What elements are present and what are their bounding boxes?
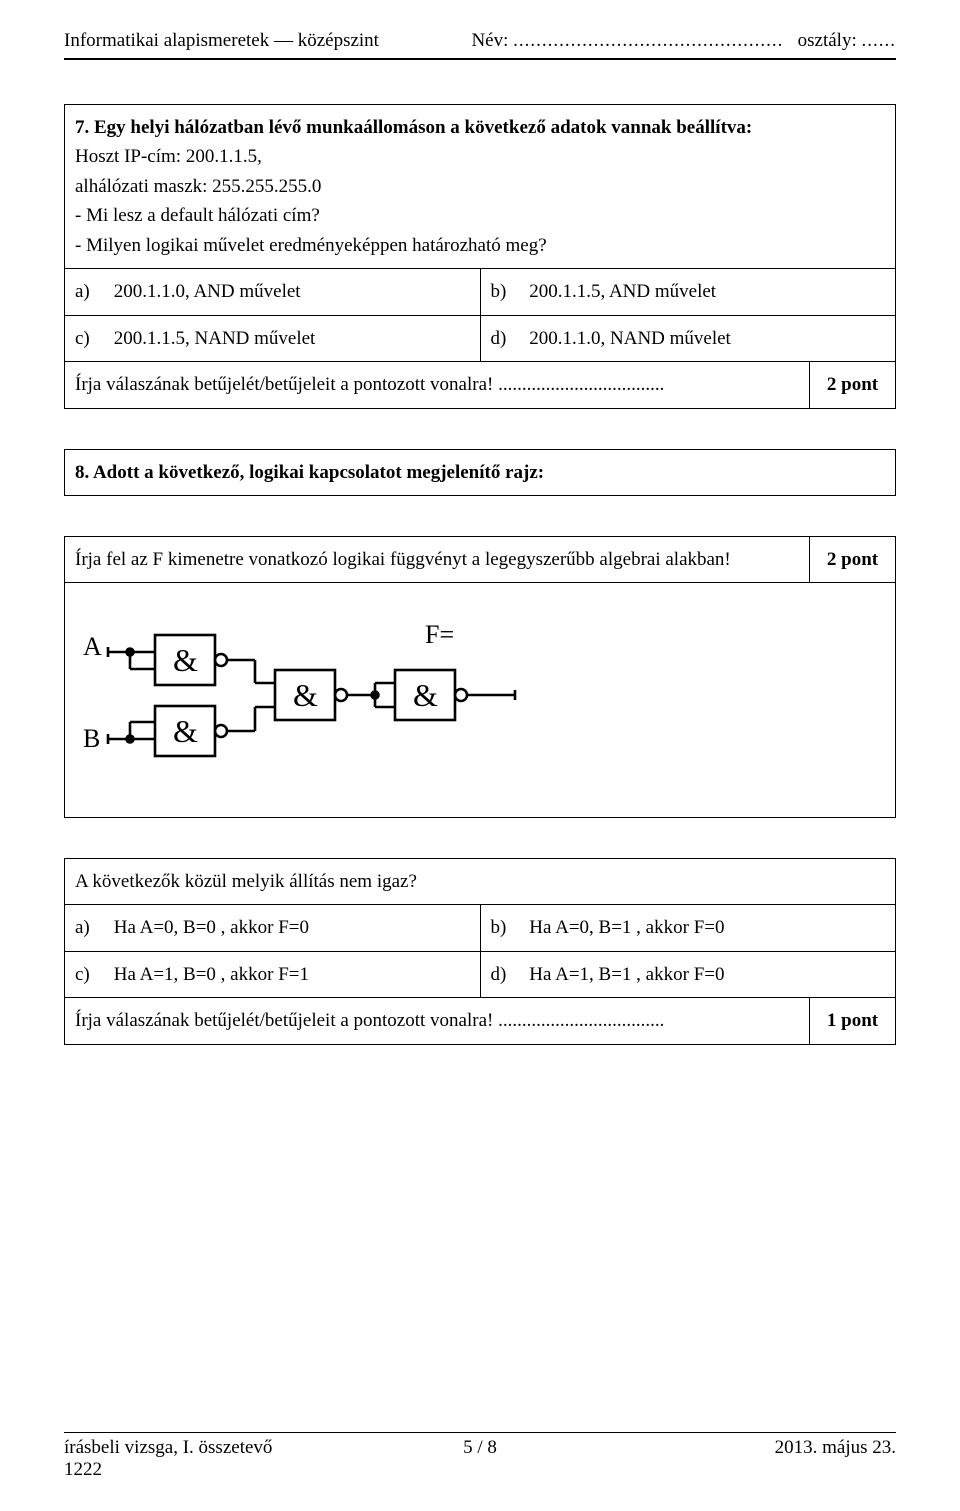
q8a-diagram-cell: A B & — [65, 583, 896, 817]
q7-mask: alhálózati maszk: 255.255.255.0 — [75, 172, 885, 201]
q7-answer-line: Írja válaszának betűjelét/betűjeleit a p… — [65, 362, 810, 408]
q7-opt-d-label: d) — [491, 324, 525, 353]
q8b-opt-c-label: c) — [75, 960, 109, 989]
q7-host: Hoszt IP-cím: 200.1.1.5, — [75, 142, 885, 171]
q8a-task: Írja fel az F kimenetre vonatkozó logika… — [65, 536, 810, 582]
name-dots: ........................................… — [513, 30, 783, 51]
q8a-points: 2 pont — [810, 536, 896, 582]
footer-rule — [64, 1432, 896, 1433]
q7-title: 7. Egy helyi hálózatban lévő munkaállomá… — [75, 113, 885, 142]
q7-opt-a-label: a) — [75, 277, 109, 306]
diagram-input-b: B — [83, 724, 100, 753]
name-label: Név: — [471, 30, 508, 51]
logic-diagram: A B & — [75, 607, 555, 777]
footer-center: 5 / 8 — [64, 1437, 896, 1459]
q7-sub2: - Milyen logikai művelet eredményeképpen… — [75, 231, 885, 260]
q8b-opt-c-text: Ha A=1, B=0 , akkor F=1 — [114, 964, 309, 985]
q7-opt-b-text: 200.1.1.5, AND művelet — [529, 281, 716, 302]
gate-1-symbol: & — [173, 642, 198, 678]
q7-sub1: - Mi lesz a default hálózati cím? — [75, 201, 885, 230]
q7-opt-c-text: 200.1.1.5, NAND művelet — [114, 328, 316, 349]
gate-4-symbol: & — [413, 677, 438, 713]
diagram-input-a: A — [83, 632, 102, 661]
class-dots: ...... — [862, 30, 897, 51]
q8b-opt-b-label: b) — [491, 913, 525, 942]
footer-left2: 1222 — [64, 1459, 896, 1481]
q8b-opt-a-label: a) — [75, 913, 109, 942]
page-header: Informatikai alapismeretek — középszint … — [64, 30, 896, 56]
diagram-output-label: F= — [425, 620, 454, 649]
question-8b-box: A következők közül melyik állítás nem ig… — [64, 858, 896, 1045]
q8b-answer-line: Írja válaszának betűjelét/betűjeleit a p… — [65, 998, 810, 1044]
q8b-question: A következők közül melyik állítás nem ig… — [65, 858, 896, 904]
q8b-opt-a-text: Ha A=0, B=0 , akkor F=0 — [114, 917, 309, 938]
q8b-opt-d-text: Ha A=1, B=1 , akkor F=0 — [529, 964, 724, 985]
question-8-intro-box: 8. Adott a következő, logikai kapcsolato… — [64, 449, 896, 496]
header-subject: Informatikai alapismeretek — középszint — [64, 30, 379, 52]
question-8a-box: Írja fel az F kimenetre vonatkozó logika… — [64, 536, 896, 818]
q8b-opt-d-label: d) — [491, 960, 525, 989]
q7-opt-d-text: 200.1.1.0, NAND művelet — [529, 328, 731, 349]
q7-points: 2 pont — [810, 362, 896, 408]
q8-title: 8. Adott a következő, logikai kapcsolato… — [65, 449, 896, 495]
question-7-box: 7. Egy helyi hálózatban lévő munkaállomá… — [64, 104, 896, 409]
q8b-opt-b-text: Ha A=0, B=1 , akkor F=0 — [529, 917, 724, 938]
class-label: osztály: — [798, 30, 857, 51]
q7-opt-c-label: c) — [75, 324, 109, 353]
page-footer: írásbeli vizsga, I. összetevő 5 / 8 2013… — [64, 1432, 896, 1481]
gate-3-symbol: & — [293, 677, 318, 713]
gate-2-symbol: & — [173, 713, 198, 749]
q8b-points: 1 pont — [810, 998, 896, 1044]
q7-opt-a-text: 200.1.1.0, AND művelet — [114, 281, 301, 302]
header-name-fields: Név: ...................................… — [471, 30, 896, 52]
q7-opt-b-label: b) — [491, 277, 525, 306]
